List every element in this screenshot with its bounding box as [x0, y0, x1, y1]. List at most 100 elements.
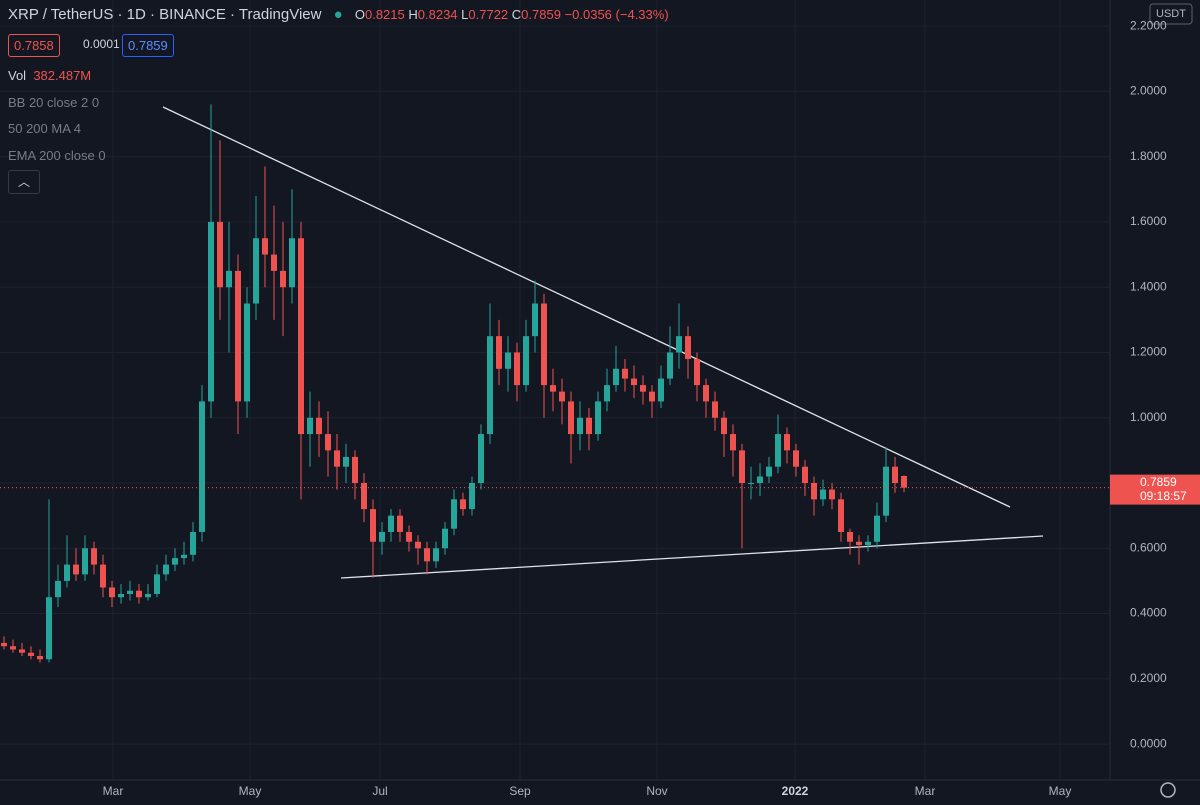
y-tick-label: 2.0000 [1130, 84, 1167, 98]
close-label: C [511, 7, 522, 22]
indicator[interactable]: EMA 200 close 0 [8, 148, 106, 163]
candle-body [406, 531, 412, 542]
candle-body [154, 574, 160, 594]
candle-body [190, 531, 196, 555]
candle-body [379, 531, 385, 542]
candle-body [631, 378, 637, 386]
candle-body [136, 590, 142, 598]
candle-body [181, 554, 187, 559]
candle-body [208, 221, 214, 402]
symbol: XRP / TetherUS · 1D · BINANCE · TradingV… [8, 6, 322, 23]
collapse-button[interactable]: ︿ [8, 170, 40, 194]
candle-body [532, 303, 538, 337]
candle-body [118, 593, 124, 598]
legend-header: XRP / TetherUS · 1D · BINANCE · TradingV… [8, 6, 669, 23]
candle-body [541, 303, 547, 386]
candle-body [568, 401, 574, 435]
candle-body [757, 476, 763, 484]
currency-button[interactable] [1149, 3, 1193, 25]
low: 0.7722 [468, 7, 509, 22]
indicator[interactable]: 50 200 MA 4 [8, 121, 81, 136]
candle-body [604, 385, 610, 402]
candle-body [649, 391, 655, 402]
candle-body [595, 401, 601, 435]
candle-body [505, 352, 511, 369]
candle-body [343, 456, 349, 467]
candle-body [10, 646, 16, 650]
candle-body [874, 515, 880, 542]
candle-body [316, 417, 322, 435]
candle-body [298, 238, 304, 435]
candle-body [100, 564, 106, 588]
candle-body [586, 417, 592, 435]
candle-body [307, 417, 313, 435]
candle-body [262, 238, 268, 255]
candle-body [415, 541, 421, 549]
x-tick-label: May [239, 784, 262, 798]
candle-body [289, 238, 295, 288]
buy-button[interactable]: 0.7859 [122, 34, 174, 57]
y-tick-label: 1.8000 [1130, 149, 1167, 163]
candle-body [550, 385, 556, 392]
candle-body [217, 221, 223, 288]
candle-body [235, 270, 241, 402]
candle-body [667, 352, 673, 379]
candle-body [361, 483, 367, 510]
currency: USDT [1156, 8, 1186, 20]
x-tick-label: Sep [509, 784, 531, 798]
y-tick-label: 0.2000 [1130, 671, 1167, 685]
last-price-box [1110, 474, 1200, 505]
candle-body [811, 483, 817, 500]
candle-body [883, 466, 889, 516]
candle-body [748, 483, 754, 485]
low-label: L [461, 7, 469, 22]
candle-body [433, 548, 439, 562]
candle-body [793, 450, 799, 467]
sell-button[interactable]: 0.7858 [8, 34, 60, 57]
candle-body [901, 475, 907, 488]
x-tick-label: Mar [103, 784, 124, 798]
candle-body [721, 417, 727, 435]
candle-body [388, 515, 394, 532]
candle-body [856, 541, 862, 546]
trendline-lower[interactable] [340, 535, 1044, 579]
candle-body [865, 541, 871, 546]
candle-body [91, 548, 97, 565]
candle-body [226, 270, 232, 288]
candle-body [442, 528, 448, 549]
price-axis [1110, 0, 1200, 780]
candle-body [739, 450, 745, 484]
y-tick-label: 0.4000 [1130, 606, 1167, 620]
y-tick-label: 1.6000 [1130, 214, 1167, 228]
candle-body [685, 336, 691, 359]
high-label: H [408, 7, 418, 22]
y-tick-label: 1.2000 [1130, 345, 1167, 359]
candle-body [577, 417, 583, 435]
y-tick-label: 1.4000 [1130, 279, 1167, 293]
candle-body [163, 564, 169, 575]
candle-body [613, 368, 619, 386]
countdown: 09:18:57 [1140, 489, 1187, 503]
candle-body [28, 652, 34, 656]
open-label: O [354, 7, 365, 22]
candle-body [829, 489, 835, 500]
candle-body [460, 499, 466, 510]
high: 0.8234 [417, 7, 458, 22]
candle-body [55, 580, 61, 598]
settings-icon[interactable] [1160, 782, 1176, 798]
candle-body [784, 434, 790, 451]
indicator[interactable]: BB 20 close 2 0 [8, 95, 100, 110]
y-tick-label: 0.6000 [1130, 540, 1167, 554]
candle-body [370, 509, 376, 542]
candle-body [172, 558, 178, 565]
candle-body [892, 466, 898, 484]
open: 0.8215 [364, 7, 405, 22]
candle-body [64, 564, 70, 581]
trendline-upper[interactable] [162, 106, 1011, 508]
x-tick-label: 2022 [782, 784, 809, 798]
candle-body [73, 564, 79, 575]
candle-body [244, 303, 250, 402]
status-dot: ● [333, 6, 343, 23]
